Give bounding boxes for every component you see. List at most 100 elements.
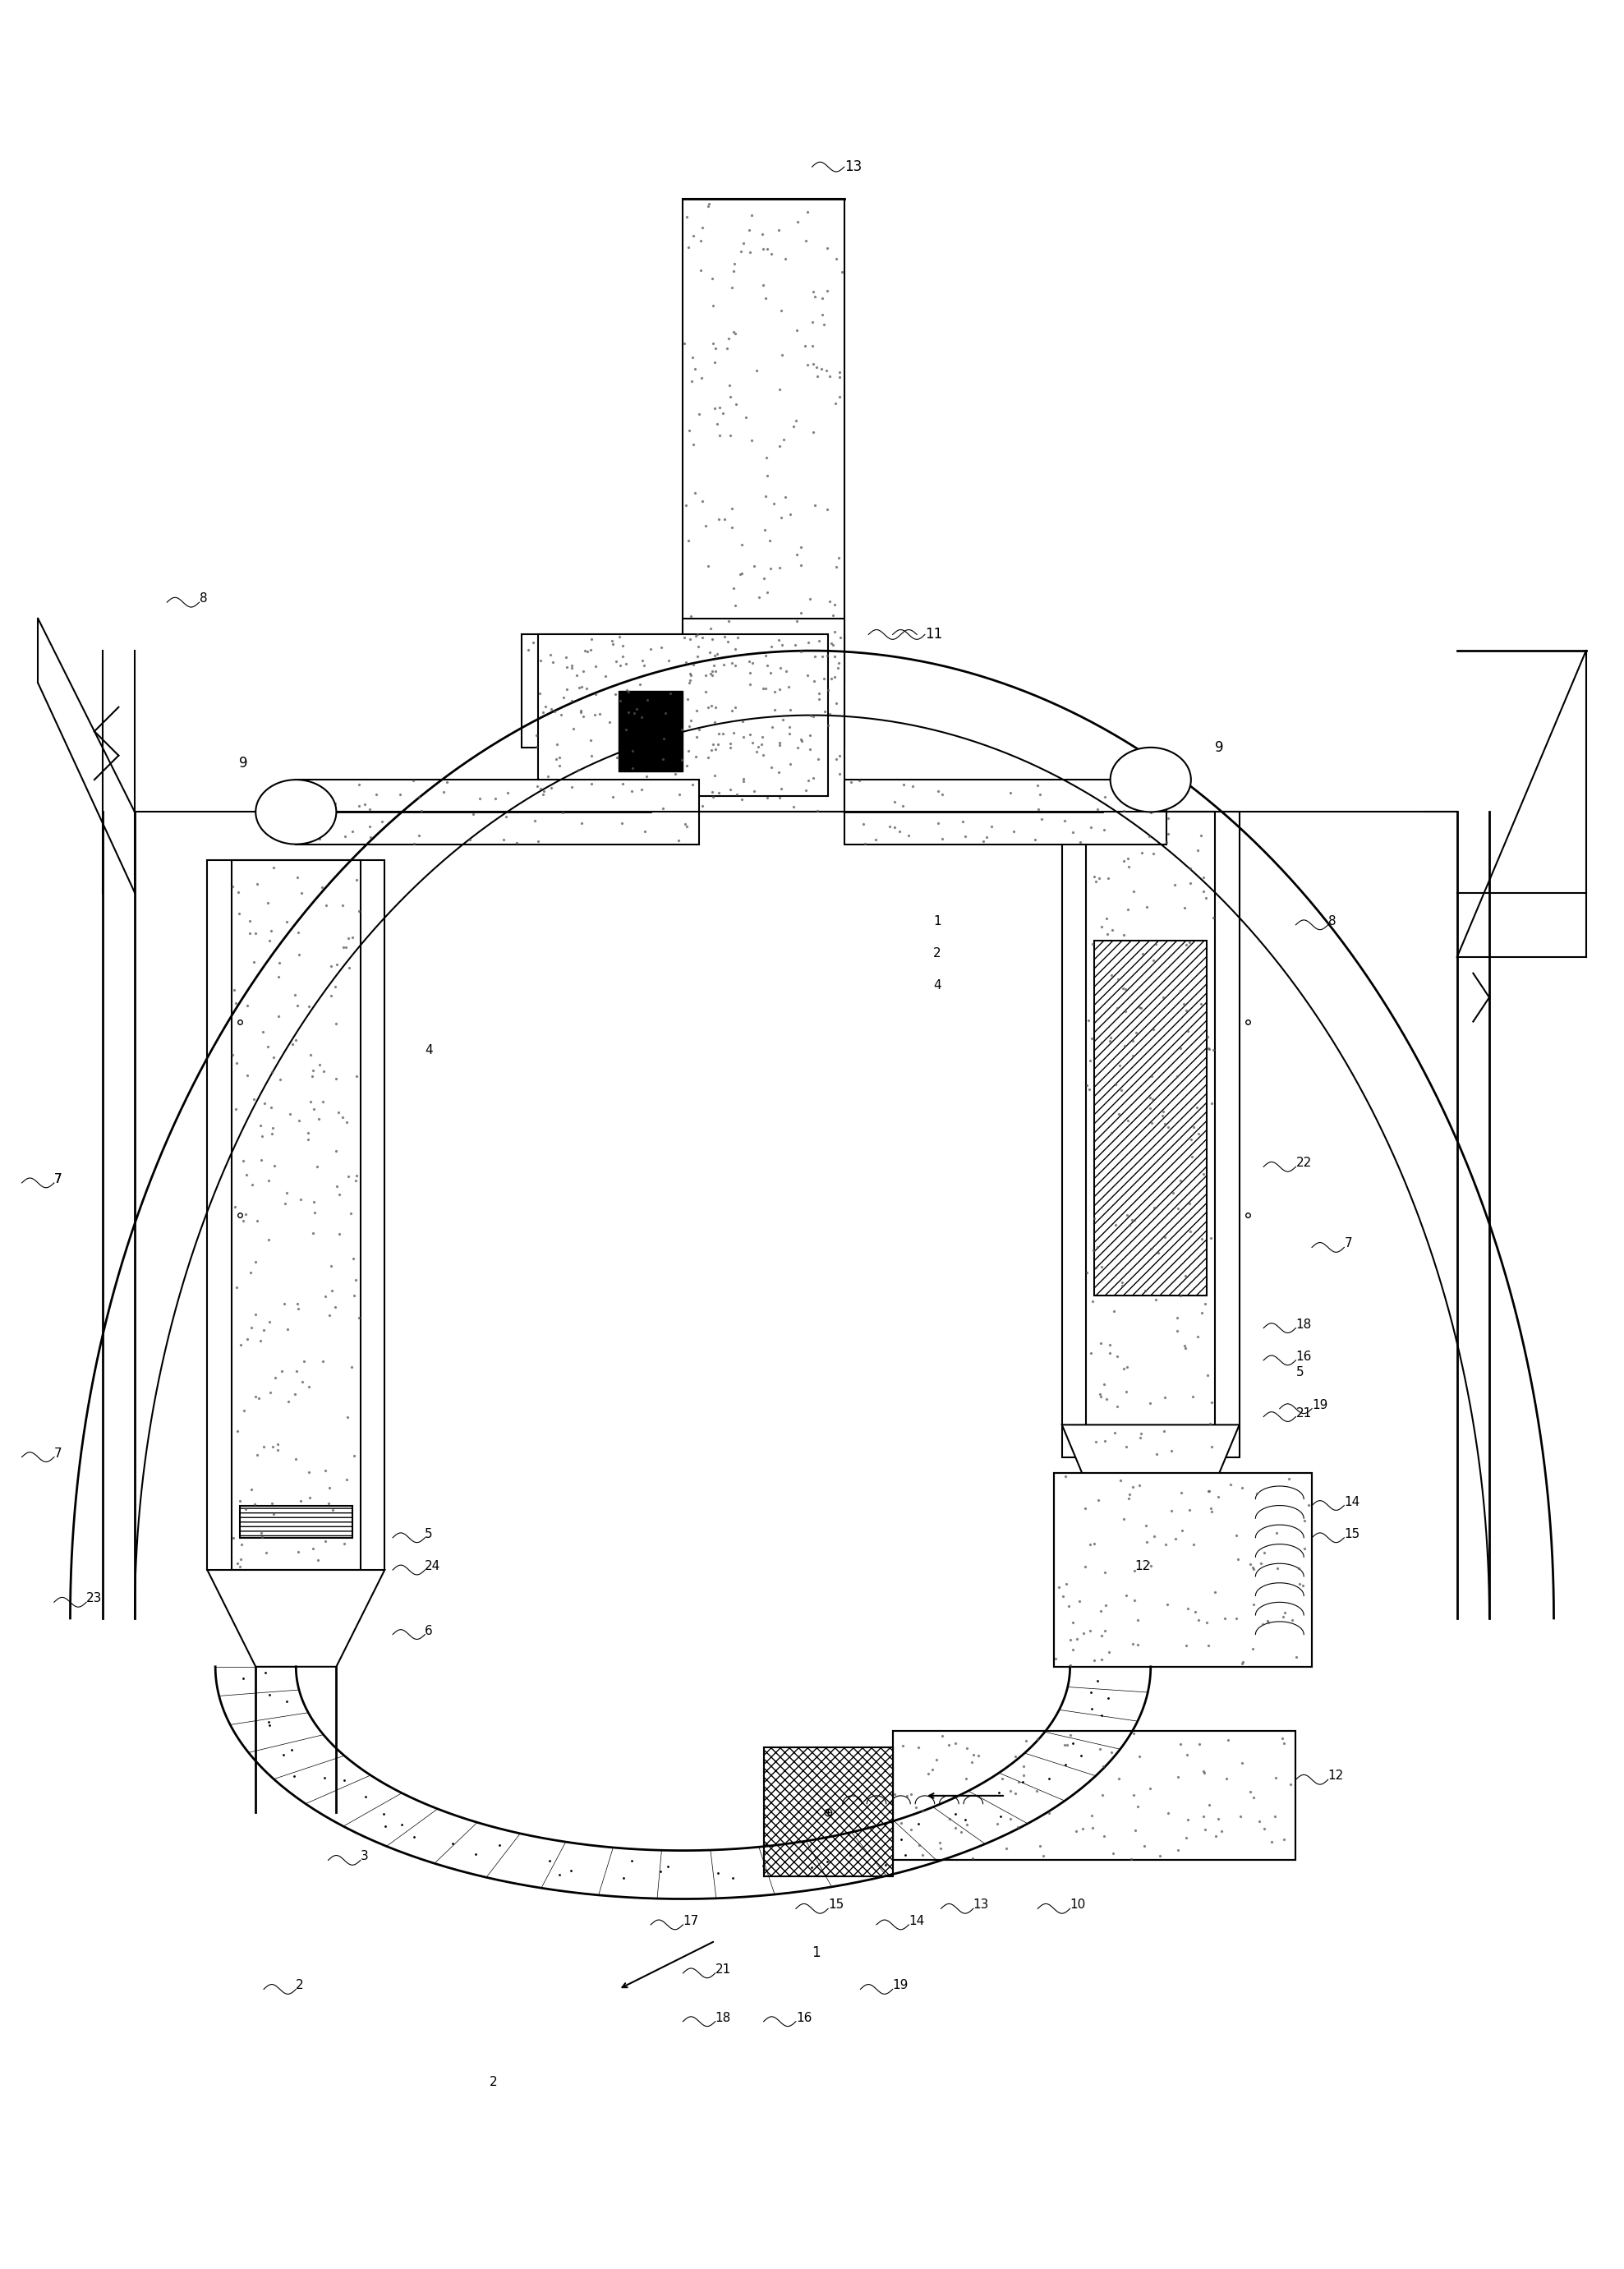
Point: [723, 588, 749, 624]
Point: [663, 756, 689, 792]
Point: [1286, 1566, 1312, 1602]
Point: [339, 1241, 365, 1277]
Point: [804, 792, 830, 828]
Point: [369, 803, 395, 840]
Point: [1070, 1616, 1096, 1652]
Point: [784, 204, 810, 241]
Point: [767, 778, 793, 815]
Point: [719, 570, 745, 606]
Point: [809, 349, 835, 386]
Point: [255, 1162, 281, 1198]
Text: 3: 3: [361, 1849, 369, 1863]
Point: [929, 821, 955, 858]
Point: [781, 790, 807, 826]
Point: [1106, 1761, 1132, 1797]
Point: [1078, 810, 1104, 846]
Point: [1028, 801, 1054, 837]
Polygon shape: [1062, 1425, 1239, 1522]
Point: [1052, 1566, 1078, 1602]
Point: [744, 352, 770, 388]
Point: [685, 710, 711, 747]
Point: [568, 692, 594, 728]
Point: [1108, 1461, 1134, 1498]
Point: [926, 805, 952, 842]
Point: [801, 663, 827, 699]
Point: [830, 254, 856, 290]
Point: [754, 440, 780, 476]
Point: [1121, 1581, 1147, 1618]
Point: [1228, 1797, 1254, 1833]
Point: [1197, 1788, 1223, 1824]
Bar: [521, 635, 844, 747]
Point: [1268, 1720, 1294, 1756]
Point: [1177, 864, 1203, 901]
Point: [1010, 1756, 1036, 1793]
Point: [286, 1103, 312, 1139]
Point: [948, 1813, 974, 1849]
Point: [1125, 1627, 1151, 1663]
Point: [1054, 1727, 1080, 1763]
Point: [1150, 1094, 1176, 1130]
Point: [239, 1309, 265, 1346]
Point: [737, 656, 763, 692]
Point: [260, 1495, 286, 1532]
Point: [619, 774, 645, 810]
Point: [1259, 1824, 1285, 1861]
Point: [700, 658, 726, 694]
Point: [1174, 1014, 1200, 1051]
Point: [702, 390, 728, 427]
Point: [325, 1094, 351, 1130]
Polygon shape: [208, 1570, 385, 1668]
Point: [997, 1772, 1023, 1808]
Point: [523, 717, 549, 753]
Point: [806, 742, 831, 778]
Point: [736, 642, 762, 678]
Point: [1028, 776, 1054, 812]
Point: [810, 297, 836, 334]
Text: 16: 16: [1296, 1350, 1312, 1364]
Point: [1082, 1525, 1108, 1561]
Point: [260, 1429, 286, 1466]
Point: [1291, 1502, 1317, 1538]
Point: [322, 1289, 348, 1325]
Point: [287, 1182, 313, 1218]
Point: [650, 740, 676, 776]
Point: [529, 694, 555, 731]
Text: 21: 21: [1296, 1407, 1312, 1418]
Point: [728, 234, 754, 270]
Point: [1205, 1799, 1231, 1836]
Point: [853, 826, 879, 862]
Point: [261, 1359, 287, 1395]
Point: [758, 749, 784, 785]
Point: [898, 1777, 924, 1813]
Point: [1168, 1727, 1194, 1763]
Point: [628, 699, 654, 735]
Point: [784, 728, 810, 765]
Point: [705, 635, 731, 672]
Point: [822, 615, 848, 651]
Point: [702, 703, 728, 740]
Point: [226, 874, 252, 910]
Point: [1137, 1080, 1163, 1116]
Point: [767, 672, 793, 708]
Ellipse shape: [255, 781, 336, 844]
Point: [669, 742, 695, 778]
Point: [1186, 1116, 1212, 1153]
Point: [609, 805, 635, 842]
Bar: [893, 1731, 1296, 1861]
Point: [1108, 1073, 1134, 1110]
Point: [882, 810, 908, 846]
Point: [768, 626, 794, 663]
Point: [1181, 1527, 1207, 1563]
Point: [1124, 1788, 1150, 1824]
Point: [950, 803, 976, 840]
Point: [1171, 889, 1197, 926]
Point: [346, 894, 372, 930]
Point: [284, 860, 310, 896]
Point: [679, 363, 705, 399]
Point: [656, 642, 682, 678]
Point: [1143, 926, 1169, 962]
Point: [723, 647, 749, 683]
Point: [890, 767, 916, 803]
Point: [1121, 1037, 1147, 1073]
